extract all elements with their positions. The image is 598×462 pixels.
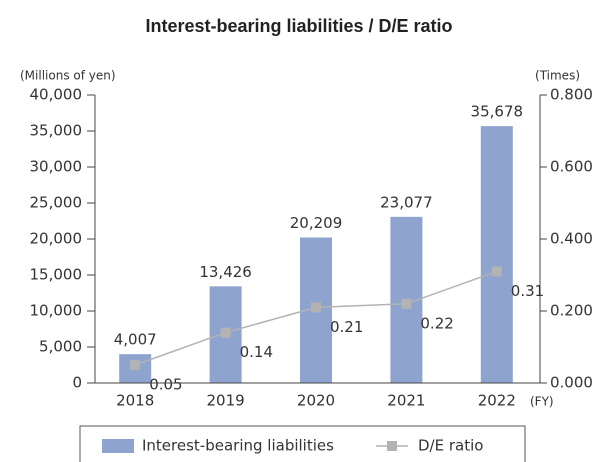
bar-value-label: 35,678 <box>471 103 524 121</box>
bar-value-label: 13,426 <box>199 263 252 281</box>
line-marker <box>130 360 141 370</box>
bar <box>480 126 513 383</box>
line-marker <box>311 302 321 313</box>
line-value-label: 0.21 <box>330 318 363 336</box>
y2-tick-label: 0.800 <box>550 86 593 104</box>
y-tick-label: 20,000 <box>30 230 83 248</box>
x-tick-label: 2019 <box>207 392 245 410</box>
legend-swatch <box>102 439 134 453</box>
x-tick-label: 2018 <box>116 392 154 410</box>
y-axis-label: (Millions of yen) <box>20 69 116 83</box>
y-tick-label: 5,000 <box>39 338 82 356</box>
y-tick-label: 0 <box>72 374 82 392</box>
y2-tick-label: 0.400 <box>550 230 593 248</box>
y-tick-label: 10,000 <box>30 302 83 320</box>
y2-tick-label: 0.200 <box>550 302 593 320</box>
legend-label: D/E ratio <box>418 437 483 455</box>
y-tick-label: 25,000 <box>30 194 83 212</box>
line-value-label: 0.22 <box>420 314 453 332</box>
x-tick-label: 2022 <box>478 392 516 410</box>
bar-value-label: 20,209 <box>290 214 343 232</box>
line-marker <box>491 266 502 277</box>
line-marker <box>401 298 412 309</box>
legend-label: Interest-bearing liabilities <box>142 437 334 455</box>
y2-tick-label: 0.000 <box>550 374 593 392</box>
y-tick-label: 30,000 <box>30 158 83 176</box>
y-tick-label: 40,000 <box>30 86 83 104</box>
y-tick-label: 35,000 <box>30 122 83 140</box>
x-tick-label: 2021 <box>387 392 425 410</box>
bar-value-label: 4,007 <box>114 331 157 349</box>
line-value-label: 0.14 <box>240 343 273 361</box>
bar-value-label: 23,077 <box>380 193 433 211</box>
legend-box <box>79 425 526 462</box>
chart-title: Interest-bearing liabilities / D/E ratio <box>145 16 452 36</box>
line-marker <box>220 327 231 338</box>
line-value-label: 0.31 <box>511 282 544 300</box>
line-value-label: 0.05 <box>149 376 182 394</box>
y-tick-label: 15,000 <box>30 266 83 284</box>
x-axis-label: (FY) <box>530 395 554 409</box>
legend-marker <box>387 441 397 451</box>
y2-tick-label: 0.600 <box>550 158 593 176</box>
y2-axis-label: (Times) <box>535 69 580 83</box>
x-tick-label: 2020 <box>297 392 335 410</box>
